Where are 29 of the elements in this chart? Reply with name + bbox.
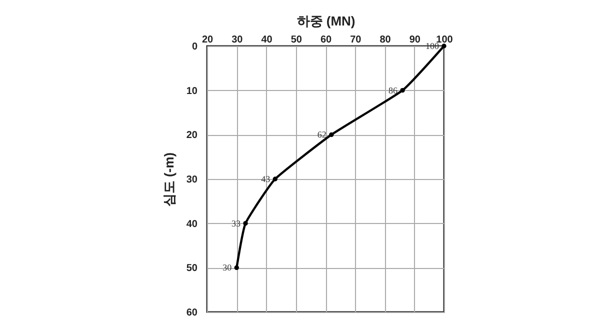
annotation: 62 — [317, 130, 326, 140]
y-axis-title: 심도 (-m) — [161, 152, 176, 207]
point — [442, 44, 446, 48]
x-tick-label: 40 — [261, 34, 273, 46]
x-tick-label: 100 — [436, 34, 454, 46]
y-tick-label: 20 — [186, 130, 198, 142]
point — [272, 176, 278, 182]
x-tick-label: 80 — [380, 34, 392, 46]
y-tick-label: 10 — [186, 86, 198, 97]
annotation: 43 — [261, 174, 271, 184]
point — [243, 220, 248, 226]
x-tick-label: 30 — [232, 34, 244, 46]
x-tick-label: 60 — [320, 34, 332, 46]
y-tick-label: 40 — [186, 218, 198, 230]
y-tick-label: 50 — [186, 263, 198, 274]
point — [234, 265, 239, 270]
x-tick-label: 70 — [350, 34, 362, 46]
x-tick-label: 90 — [409, 34, 421, 46]
annotation: 33 — [232, 218, 242, 228]
point — [400, 88, 405, 93]
y-tick-label: 30 — [186, 174, 198, 186]
point — [329, 132, 334, 138]
y-tick-label: 60 — [186, 308, 198, 318]
annotation: 86 — [388, 85, 398, 96]
annotation: 30 — [222, 262, 232, 273]
x-tick-label: 50 — [290, 34, 302, 46]
x-axis-title: 하중 (MN) — [296, 14, 356, 28]
x-tick-label: 20 — [202, 34, 214, 46]
y-tick-label: 0 — [192, 42, 198, 52]
